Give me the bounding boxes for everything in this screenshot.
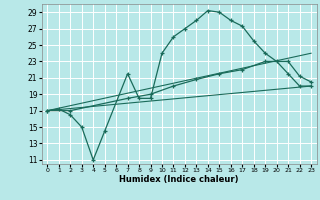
X-axis label: Humidex (Indice chaleur): Humidex (Indice chaleur): [119, 175, 239, 184]
